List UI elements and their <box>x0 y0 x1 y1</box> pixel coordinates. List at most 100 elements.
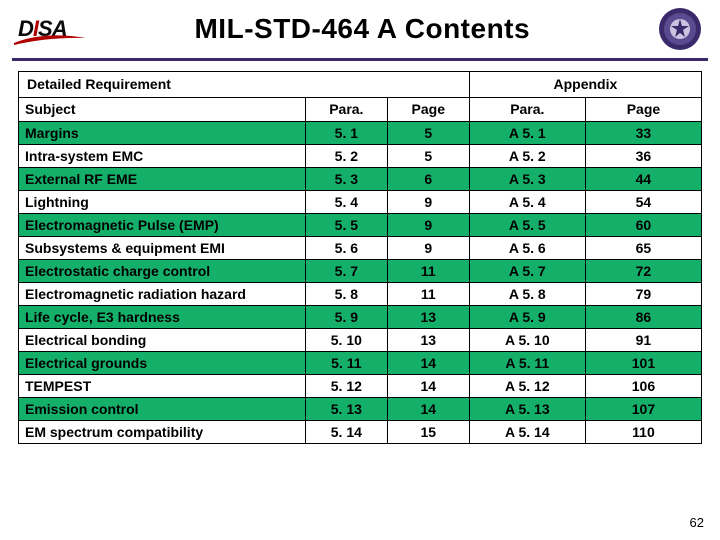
cell-subject: External RF EME <box>19 168 306 191</box>
table-row: Life cycle, E3 hardness5. 913A 5. 986 <box>19 306 702 329</box>
cell-page2: 36 <box>585 145 701 168</box>
logo-swoosh-icon <box>14 34 86 46</box>
cell-para2: A 5. 10 <box>469 329 585 352</box>
cell-page1: 13 <box>387 329 469 352</box>
cell-page1: 13 <box>387 306 469 329</box>
table-row: Subsystems & equipment EMI5. 69A 5. 665 <box>19 237 702 260</box>
cell-para2: A 5. 11 <box>469 352 585 375</box>
table-row: Electrical bonding5. 1013A 5. 1091 <box>19 329 702 352</box>
page-number: 62 <box>690 515 704 530</box>
cell-page2: 110 <box>585 421 701 444</box>
slide-header: DISA MIL-STD-464 A Contents <box>0 0 720 58</box>
cell-para2: A 5. 7 <box>469 260 585 283</box>
cell-subject: Electrical grounds <box>19 352 306 375</box>
cell-page2: 107 <box>585 398 701 421</box>
group-header-detailed: Detailed Requirement <box>19 72 470 98</box>
cell-page1: 15 <box>387 421 469 444</box>
cell-para1: 5. 8 <box>305 283 387 306</box>
page-title: MIL-STD-464 A Contents <box>67 13 658 45</box>
cell-page1: 11 <box>387 283 469 306</box>
department-seal-icon <box>658 7 702 51</box>
cell-para1: 5. 6 <box>305 237 387 260</box>
cell-subject: Electrical bonding <box>19 329 306 352</box>
cell-para1: 5. 5 <box>305 214 387 237</box>
cell-page2: 60 <box>585 214 701 237</box>
table-row: Intra-system EMC5. 25A 5. 236 <box>19 145 702 168</box>
cell-para2: A 5. 5 <box>469 214 585 237</box>
table-row: External RF EME5. 36A 5. 344 <box>19 168 702 191</box>
col-header-page1: Page <box>387 98 469 122</box>
disa-logo: DISA <box>18 16 67 42</box>
cell-page2: 33 <box>585 122 701 145</box>
cell-page1: 14 <box>387 375 469 398</box>
cell-para1: 5. 2 <box>305 145 387 168</box>
cell-subject: Electromagnetic radiation hazard <box>19 283 306 306</box>
cell-page2: 72 <box>585 260 701 283</box>
cell-para1: 5. 14 <box>305 421 387 444</box>
cell-subject: Lightning <box>19 191 306 214</box>
cell-page2: 65 <box>585 237 701 260</box>
header-rule <box>12 58 708 61</box>
cell-para1: 5. 7 <box>305 260 387 283</box>
cell-page2: 44 <box>585 168 701 191</box>
col-header-para2: Para. <box>469 98 585 122</box>
cell-page1: 6 <box>387 168 469 191</box>
contents-table-wrap: Detailed Requirement Appendix Subject Pa… <box>0 71 720 444</box>
cell-subject: TEMPEST <box>19 375 306 398</box>
table-row: Emission control5. 1314A 5. 13107 <box>19 398 702 421</box>
table-row: TEMPEST5. 1214A 5. 12106 <box>19 375 702 398</box>
cell-subject: Life cycle, E3 hardness <box>19 306 306 329</box>
cell-subject: Emission control <box>19 398 306 421</box>
cell-para2: A 5. 14 <box>469 421 585 444</box>
contents-table-body: Margins5. 15A 5. 133Intra-system EMC5. 2… <box>19 122 702 444</box>
cell-para2: A 5. 1 <box>469 122 585 145</box>
cell-para1: 5. 3 <box>305 168 387 191</box>
col-header-para1: Para. <box>305 98 387 122</box>
cell-para2: A 5. 12 <box>469 375 585 398</box>
cell-page1: 11 <box>387 260 469 283</box>
table-row: Electromagnetic Pulse (EMP)5. 59A 5. 560 <box>19 214 702 237</box>
cell-page2: 101 <box>585 352 701 375</box>
cell-para1: 5. 1 <box>305 122 387 145</box>
cell-page1: 5 <box>387 122 469 145</box>
col-header-subject: Subject <box>19 98 306 122</box>
table-row: EM spectrum compatibility5. 1415A 5. 141… <box>19 421 702 444</box>
cell-para2: A 5. 8 <box>469 283 585 306</box>
table-row: Electrical grounds5. 1114A 5. 11101 <box>19 352 702 375</box>
cell-subject: Margins <box>19 122 306 145</box>
cell-page1: 14 <box>387 398 469 421</box>
cell-subject: EM spectrum compatibility <box>19 421 306 444</box>
col-header-page2: Page <box>585 98 701 122</box>
cell-page1: 14 <box>387 352 469 375</box>
cell-para1: 5. 13 <box>305 398 387 421</box>
cell-subject: Intra-system EMC <box>19 145 306 168</box>
table-column-header-row: Subject Para. Page Para. Page <box>19 98 702 122</box>
cell-subject: Electrostatic charge control <box>19 260 306 283</box>
cell-page2: 54 <box>585 191 701 214</box>
cell-page2: 91 <box>585 329 701 352</box>
cell-para2: A 5. 9 <box>469 306 585 329</box>
cell-para1: 5. 12 <box>305 375 387 398</box>
cell-para2: A 5. 2 <box>469 145 585 168</box>
cell-para1: 5. 9 <box>305 306 387 329</box>
cell-para1: 5. 11 <box>305 352 387 375</box>
cell-page1: 9 <box>387 237 469 260</box>
table-row: Margins5. 15A 5. 133 <box>19 122 702 145</box>
cell-page2: 106 <box>585 375 701 398</box>
cell-subject: Electromagnetic Pulse (EMP) <box>19 214 306 237</box>
cell-para2: A 5. 13 <box>469 398 585 421</box>
cell-para1: 5. 10 <box>305 329 387 352</box>
group-header-appendix: Appendix <box>469 72 701 98</box>
cell-para2: A 5. 6 <box>469 237 585 260</box>
cell-para2: A 5. 3 <box>469 168 585 191</box>
table-row: Electrostatic charge control5. 711A 5. 7… <box>19 260 702 283</box>
contents-table: Detailed Requirement Appendix Subject Pa… <box>18 71 702 444</box>
cell-page1: 9 <box>387 191 469 214</box>
cell-page2: 86 <box>585 306 701 329</box>
cell-page1: 5 <box>387 145 469 168</box>
cell-para2: A 5. 4 <box>469 191 585 214</box>
cell-page1: 9 <box>387 214 469 237</box>
cell-para1: 5. 4 <box>305 191 387 214</box>
table-row: Electromagnetic radiation hazard5. 811A … <box>19 283 702 306</box>
cell-subject: Subsystems & equipment EMI <box>19 237 306 260</box>
